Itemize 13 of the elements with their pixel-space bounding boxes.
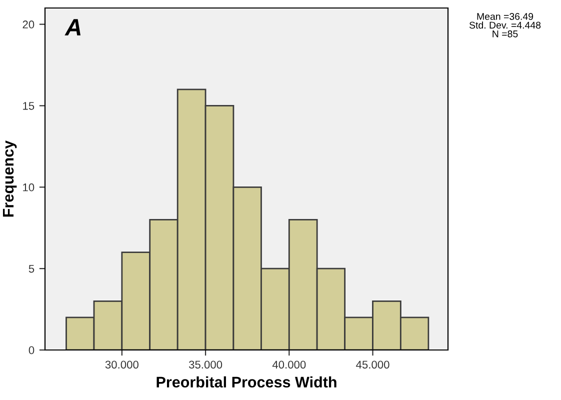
text: Mean =36.49 Std. Dev. =4.448 N =85	[469, 13, 541, 38]
y-tick-label: 15	[23, 102, 34, 110]
y-tick-label: 5	[28, 264, 34, 273]
x-tick-label: 45.000	[356, 360, 390, 369]
x-axis-title: Preorbital Process Width	[156, 376, 336, 388]
x-tick-label: 35.000	[188, 360, 222, 369]
y-axis-title: Frequency	[2, 140, 17, 217]
x-tick-label: 40.000	[272, 360, 306, 369]
x-tick-label: 30.000	[105, 360, 138, 369]
y-tick-label: 10	[23, 183, 34, 192]
annotation: A	[64, 19, 80, 36]
y-tick-label: 0	[28, 346, 34, 354]
y-tick-label: 20	[22, 20, 34, 28]
